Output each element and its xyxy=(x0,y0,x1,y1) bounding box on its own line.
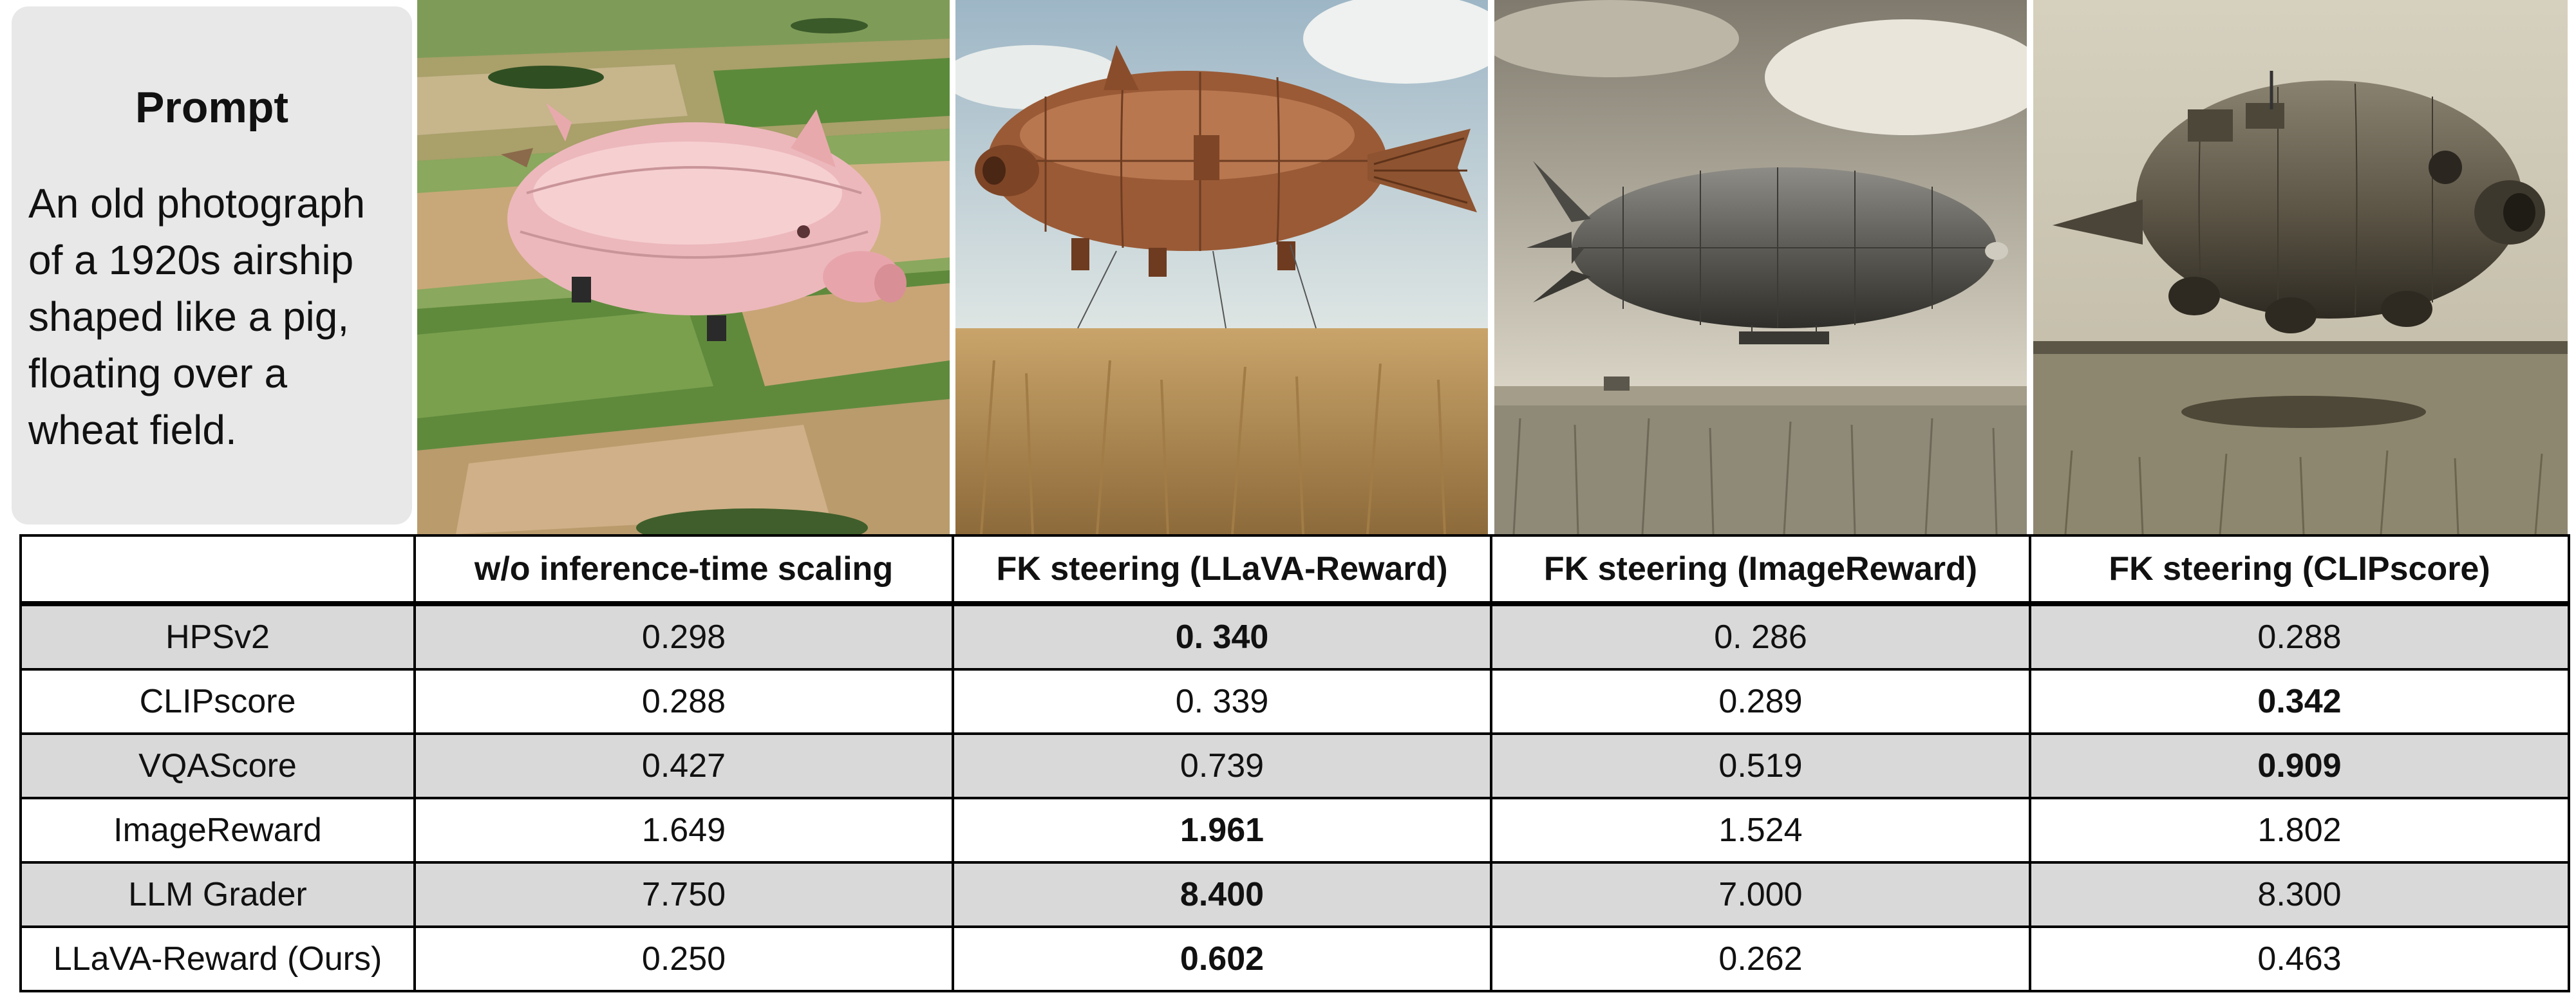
table-cell: 0. 339 xyxy=(952,668,1492,735)
table-cell: 0.289 xyxy=(1490,668,2031,735)
header-fk-llava-reward: FK steering (LLaVA-Reward) xyxy=(952,534,1492,606)
table-cell-best: 0. 340 xyxy=(952,602,1492,671)
table-cell-best: 0.602 xyxy=(952,925,1492,992)
table-cell-best: 8.400 xyxy=(952,861,1492,928)
image-panel-imagereward xyxy=(1494,0,2027,534)
table-cell: 0.739 xyxy=(952,732,1492,799)
image-panel-clipscore xyxy=(2033,0,2568,534)
metric-label: LLM Grader xyxy=(19,861,416,928)
table-row: LLM Grader 7.750 8.400 7.000 8.300 xyxy=(19,861,2570,928)
table-header-row: w/o inference-time scaling FK steering (… xyxy=(19,534,2570,606)
table-row: VQAScore 0.427 0.739 0.519 0.909 xyxy=(19,732,2570,799)
image-panel-baseline xyxy=(417,0,950,534)
table-cell-best: 0.909 xyxy=(2029,732,2570,799)
image-panel-llava-reward xyxy=(955,0,1488,534)
table-cell: 1.802 xyxy=(2029,797,2570,864)
metric-label: LLaVA-Reward (Ours) xyxy=(19,925,416,992)
table-row: ImageReward 1.649 1.961 1.524 1.802 xyxy=(19,797,2570,864)
table-cell-best: 0.342 xyxy=(2029,668,2570,735)
prompt-title: Prompt xyxy=(135,83,288,132)
metric-label: VQAScore xyxy=(19,732,416,799)
pig-nosed-airship-image xyxy=(2033,0,2568,534)
table-row: HPSv2 0.298 0. 340 0. 286 0.288 xyxy=(19,602,2570,671)
header-fk-clipscore: FK steering (CLIPscore) xyxy=(2029,534,2570,606)
table-cell: 0.427 xyxy=(413,732,954,799)
metric-label: CLIPscore xyxy=(19,668,416,735)
table-cell: 0.262 xyxy=(1490,925,2031,992)
table-cell: 1.649 xyxy=(413,797,954,864)
copper-pig-airship-image xyxy=(955,0,1488,534)
table-cell: 0.463 xyxy=(2029,925,2570,992)
grey-zeppelin-image xyxy=(1494,0,2027,534)
table-row: CLIPscore 0.288 0. 339 0.289 0.342 xyxy=(19,668,2570,735)
table-cell: 0.288 xyxy=(2029,602,2570,671)
table-cell: 0.288 xyxy=(413,668,954,735)
table-cell: 8.300 xyxy=(2029,861,2570,928)
table-cell: 0.298 xyxy=(413,602,954,671)
header-empty xyxy=(19,534,416,606)
table-cell: 0.519 xyxy=(1490,732,2031,799)
results-table: w/o inference-time scaling FK steering (… xyxy=(19,534,2570,992)
prompt-text: An old photograph of a 1920s airship sha… xyxy=(28,180,366,453)
metric-label: ImageReward xyxy=(19,797,416,864)
table-cell: 0. 286 xyxy=(1490,602,2031,671)
table-cell: 0.250 xyxy=(413,925,954,992)
table-cell: 7.000 xyxy=(1490,861,2031,928)
header-baseline: w/o inference-time scaling xyxy=(413,534,954,606)
table-cell: 7.750 xyxy=(413,861,954,928)
table-cell-best: 1.961 xyxy=(952,797,1492,864)
header-fk-imagereward: FK steering (ImageReward) xyxy=(1490,534,2031,606)
table-cell: 1.524 xyxy=(1490,797,2031,864)
prompt-card: Prompt An old photograph of a 1920s airs… xyxy=(12,6,412,525)
pink-pig-airship-image xyxy=(417,0,950,534)
metric-label: HPSv2 xyxy=(19,602,416,671)
table-row: LLaVA-Reward (Ours) 0.250 0.602 0.262 0.… xyxy=(19,925,2570,992)
